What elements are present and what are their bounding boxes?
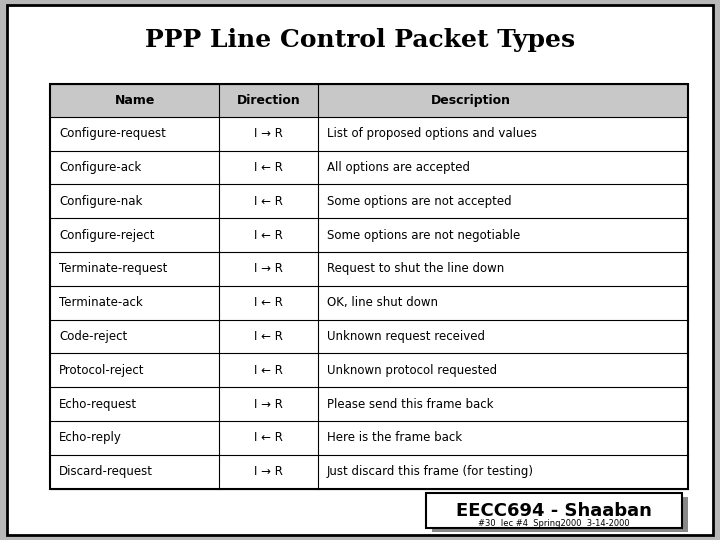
Text: OK, line shut down: OK, line shut down: [327, 296, 438, 309]
Text: Discard-request: Discard-request: [59, 465, 153, 478]
Text: PPP Line Control Packet Types: PPP Line Control Packet Types: [145, 29, 575, 52]
Bar: [50, 84, 688, 489]
Text: Just discard this frame (for testing): Just discard this frame (for testing): [327, 465, 534, 478]
Text: I ← R: I ← R: [254, 330, 283, 343]
Text: Code-reject: Code-reject: [59, 330, 127, 343]
Text: I → R: I → R: [254, 262, 283, 275]
Text: Configure-ack: Configure-ack: [59, 161, 141, 174]
Text: I ← R: I ← R: [254, 229, 283, 242]
Text: I → R: I → R: [254, 127, 283, 140]
Text: Unknown protocol requested: Unknown protocol requested: [327, 364, 497, 377]
Text: List of proposed options and values: List of proposed options and values: [327, 127, 536, 140]
Text: Configure-nak: Configure-nak: [59, 195, 143, 208]
Text: Some options are not accepted: Some options are not accepted: [327, 195, 511, 208]
Text: #30  lec #4  Spring2000  3-14-2000: #30 lec #4 Spring2000 3-14-2000: [478, 519, 630, 528]
Bar: [50, 84, 688, 489]
Text: Description: Description: [431, 94, 511, 107]
Text: I → R: I → R: [254, 397, 283, 411]
Text: I ← R: I ← R: [254, 431, 283, 444]
Text: Protocol-reject: Protocol-reject: [59, 364, 145, 377]
Text: Terminate-request: Terminate-request: [59, 262, 168, 275]
Text: I ← R: I ← R: [254, 161, 283, 174]
Text: Please send this frame back: Please send this frame back: [327, 397, 493, 411]
Text: Name: Name: [114, 94, 155, 107]
Text: Terminate-ack: Terminate-ack: [59, 296, 143, 309]
Text: EECC694 - Shaaban: EECC694 - Shaaban: [456, 502, 652, 520]
Text: Some options are not negotiable: Some options are not negotiable: [327, 229, 520, 242]
Text: Direction: Direction: [237, 94, 300, 107]
Text: Configure-reject: Configure-reject: [59, 229, 155, 242]
Text: Echo-reply: Echo-reply: [59, 431, 122, 444]
Text: I ← R: I ← R: [254, 195, 283, 208]
Text: Request to shut the line down: Request to shut the line down: [327, 262, 504, 275]
Text: Configure-request: Configure-request: [59, 127, 166, 140]
Text: I ← R: I ← R: [254, 296, 283, 309]
Text: I → R: I → R: [254, 465, 283, 478]
Bar: [50, 84, 688, 117]
Bar: [426, 493, 682, 528]
Text: All options are accepted: All options are accepted: [327, 161, 469, 174]
Text: Here is the frame back: Here is the frame back: [327, 431, 462, 444]
Bar: [432, 497, 688, 532]
Text: Echo-request: Echo-request: [59, 397, 138, 411]
Text: I ← R: I ← R: [254, 364, 283, 377]
Text: Unknown request received: Unknown request received: [327, 330, 485, 343]
